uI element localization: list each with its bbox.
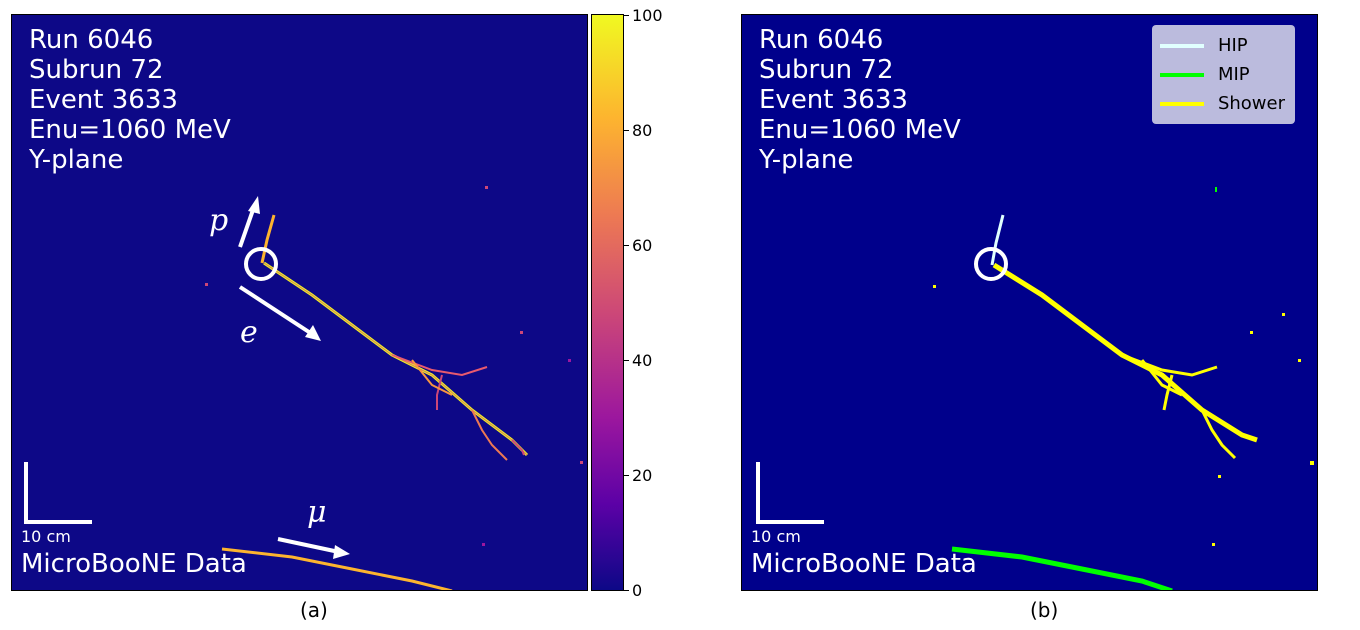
event-label: Event 3633 [759,85,908,115]
colorbar-tick: 0 [632,581,643,600]
proton-label: p [209,203,229,238]
event-label: Event 3633 [29,85,178,115]
legend-item-shower: Shower [1159,89,1285,118]
legend-item-mip: MIP [1159,60,1285,89]
colorbar-tick: 20 [632,466,653,485]
event-display-a: Run 6046 Subrun 72 Event 3633 Enu=1060 M… [11,14,588,591]
colorbar [591,14,624,591]
colorbar-tick: 100 [632,6,663,25]
subrun-label: Subrun 72 [29,55,164,85]
legend-label: MIP [1217,64,1250,85]
track-image-a [24,186,583,590]
legend-swatch [1159,72,1204,77]
plane-label: Y-plane [29,145,124,175]
plane-label: Y-plane [759,145,854,175]
watermark: MicroBooNE Data [21,549,247,579]
watermark: MicroBooNE Data [751,549,977,579]
scale-label: 10 cm [21,527,71,546]
caption-a: (a) [300,598,328,622]
legend-swatch [1159,43,1204,48]
legend-label: HIP [1217,35,1248,56]
colorbar-tick: 40 [632,351,653,370]
caption-b: (b) [1030,598,1059,622]
legend-label: Shower [1217,93,1285,114]
scale-label: 10 cm [751,527,801,546]
muon-label: μ [307,495,327,530]
legend-item-hip: HIP [1159,31,1285,60]
energy-label: Enu=1060 MeV [759,115,961,145]
colorbar-tick: 80 [632,121,653,140]
subrun-label: Subrun 72 [759,55,894,85]
legend: HIP MIP Shower [1151,25,1295,124]
legend-swatch [1159,101,1204,106]
colorbar-tick: 60 [632,236,653,255]
run-label: Run 6046 [29,25,154,55]
run-label: Run 6046 [759,25,884,55]
track-image-b [756,187,1314,590]
electron-label: e [240,315,258,350]
event-info-a: Run 6046 Subrun 72 Event 3633 Enu=1060 M… [29,25,231,175]
event-info-b: Run 6046 Subrun 72 Event 3633 Enu=1060 M… [759,25,961,175]
event-display-b: Run 6046 Subrun 72 Event 3633 Enu=1060 M… [741,14,1318,591]
energy-label: Enu=1060 MeV [29,115,231,145]
